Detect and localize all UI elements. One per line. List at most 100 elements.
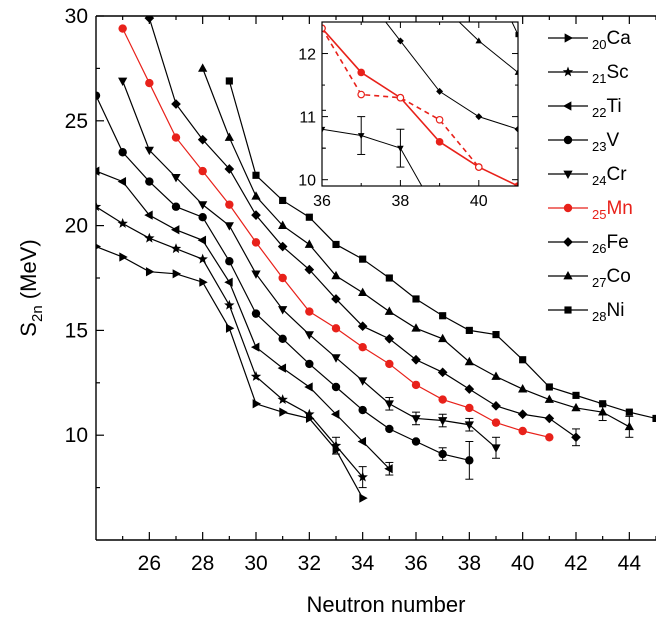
data-point-23V [96, 91, 101, 100]
data-point-25Mn [225, 200, 234, 209]
data-point-27Co [384, 306, 394, 315]
data-point-27Co [464, 356, 474, 366]
y-tick-label: 10 [65, 424, 88, 447]
legend-item-25Mn: 25Mn [548, 198, 633, 222]
inset-point-Cr [397, 145, 404, 152]
data-point-21Sc [197, 253, 208, 264]
data-point-24Cr [304, 331, 314, 340]
data-point-26Fe [277, 241, 288, 252]
data-point-25Mn [358, 342, 367, 352]
data-point-27Co [278, 220, 288, 229]
legend-item-23V: 23V [548, 130, 619, 154]
legend-label: 20Ca [592, 28, 631, 52]
data-point-28Ni [599, 400, 607, 408]
data-point-28Ni [439, 312, 447, 320]
data-point-20Ca [96, 243, 102, 250]
data-point-22Ti [330, 409, 340, 419]
series-24Cr [118, 77, 501, 459]
legend-item-21Sc: 21Sc [548, 62, 629, 86]
legend-marker [562, 101, 572, 111]
data-point-28Ni [572, 391, 580, 399]
x-tick-label: 36 [404, 552, 427, 575]
data-point-28Ni [625, 408, 633, 416]
data-point-25Mn [518, 426, 527, 436]
inset-chart: 36 38 40 10 11 12 [298, 21, 519, 210]
legend-marker [563, 170, 573, 180]
inset-point-Co [475, 37, 483, 44]
inset-series-Mn-open [322, 24, 483, 171]
series-line-22Ti [96, 170, 390, 470]
data-point-27Co [304, 239, 314, 248]
data-point-28Ni [385, 274, 393, 282]
data-point-28Ni [225, 77, 233, 85]
inset-line-Mn [322, 27, 518, 186]
data-point-21Sc [144, 232, 155, 243]
data-point-28Ni [279, 196, 287, 205]
data-point-26Fe [357, 321, 368, 332]
data-point-20Ca [252, 399, 262, 409]
data-point-27Co [331, 270, 341, 280]
data-point-28Ni [332, 240, 340, 249]
data-point-23V [278, 334, 287, 343]
y-tick-label: 15 [65, 319, 88, 342]
series-25Mn [118, 24, 554, 442]
data-point-27Co [438, 333, 448, 343]
data-point-25Mn [118, 24, 127, 33]
data-point-24Cr [464, 421, 474, 430]
data-point-20Ca [172, 269, 182, 279]
inset-plot-area [322, 22, 518, 186]
inset-frame [321, 21, 519, 187]
data-point-23V [385, 424, 394, 434]
legend-marker [563, 135, 573, 145]
y-axis-title: S2n (MeV) [16, 239, 46, 336]
inset-point-Fe [396, 37, 404, 45]
inset-y-tick-label: 11 [299, 110, 316, 127]
data-point-25Mn [385, 359, 394, 369]
inset-x-tick-label: 40 [470, 193, 488, 210]
y-tick-label: 30 [65, 5, 88, 28]
data-point-24Cr [491, 444, 501, 453]
data-point-25Mn [278, 273, 287, 283]
inset-point-Fe [436, 87, 444, 95]
data-point-27Co [571, 402, 581, 412]
data-point-24Cr [198, 201, 208, 210]
data-point-23V [118, 148, 127, 157]
data-point-28Ni [465, 326, 473, 334]
data-point-22Ti [250, 342, 260, 352]
x-tick-label: 40 [511, 552, 534, 575]
data-point-23V [358, 405, 367, 415]
data-point-22Ti [357, 436, 367, 447]
data-point-27Co [491, 371, 501, 380]
data-point-28Ni [305, 213, 313, 221]
legend-label: 21Sc [592, 62, 629, 86]
data-point-28Ni [652, 414, 656, 423]
x-tick-label: 44 [618, 552, 642, 575]
series-26Fe [144, 16, 581, 447]
inset-point-Fe [514, 125, 518, 133]
data-point-26Fe [411, 354, 421, 365]
inset-line-Cr [322, 128, 423, 186]
inset-point-Mn-open [396, 93, 405, 102]
data-point-26Fe [384, 333, 395, 344]
data-point-23V [331, 382, 341, 392]
data-point-27Co [544, 394, 554, 403]
data-point-22Ti [224, 277, 233, 287]
data-point-24Cr [438, 417, 448, 426]
inset-point-Co [514, 68, 518, 75]
x-tick-label: 28 [191, 552, 214, 575]
data-point-22Ti [96, 166, 100, 176]
data-point-21Sc [277, 394, 288, 404]
data-point-22Ti [384, 464, 393, 474]
data-point-25Mn [171, 133, 181, 142]
data-point-27Co [224, 132, 234, 141]
series-20Ca [96, 243, 368, 503]
data-point-24Cr [384, 400, 394, 409]
data-point-26Fe [171, 99, 181, 109]
data-point-22Ti [117, 176, 127, 187]
data-point-26Fe [437, 367, 448, 378]
legend-label: 28Ni [592, 300, 624, 324]
data-point-20Ca [279, 407, 288, 417]
inset-background [322, 22, 518, 186]
data-point-21Sc [117, 218, 128, 228]
data-point-25Mn [198, 166, 207, 176]
